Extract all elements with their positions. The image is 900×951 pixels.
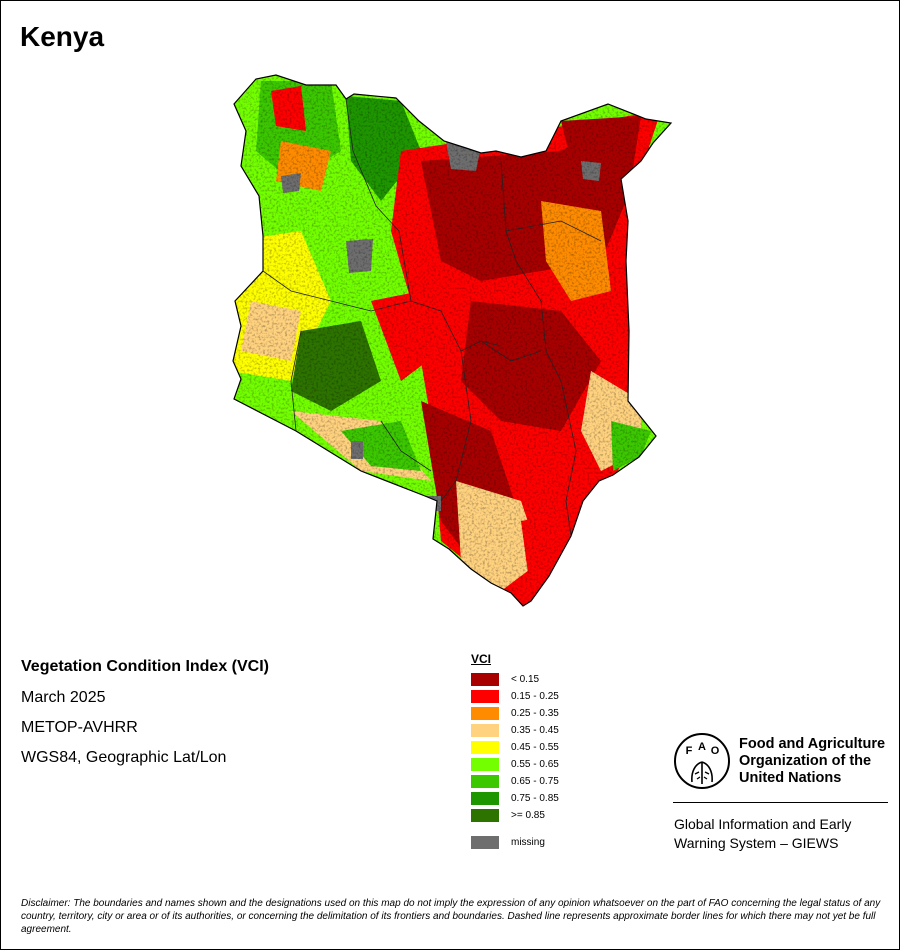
period-label: March 2025 [21, 689, 106, 706]
legend-swatch [471, 741, 499, 754]
legend-swatch [471, 707, 499, 720]
legend-label: < 0.15 [511, 674, 540, 685]
legend-swatch [471, 792, 499, 805]
sensor-label: METOP-AVHRR [21, 719, 138, 736]
fao-logo-icon: F A O [674, 733, 730, 789]
legend-label: 0.65 - 0.75 [511, 776, 559, 787]
legend-swatch [471, 758, 499, 771]
legend-title: VCI [471, 652, 492, 666]
country-title: Kenya [20, 21, 105, 52]
fao-letter-o: O [711, 745, 720, 757]
legend-label: 0.15 - 0.25 [511, 691, 559, 702]
admin-boundaries [262, 98, 602, 537]
legend-label: 0.25 - 0.35 [511, 708, 559, 719]
system-name: Global Information and Early Warning Sys… [674, 816, 852, 851]
legend-label: 0.45 - 0.55 [511, 742, 559, 753]
legend-label: 0.75 - 0.85 [511, 793, 559, 804]
legend-label: 0.55 - 0.65 [511, 759, 559, 770]
projection-label: WGS84, Geographic Lat/Lon [21, 749, 227, 766]
legend-swatch [471, 809, 499, 822]
fao-letter-a: A [698, 741, 706, 753]
layer-title: Vegetation Condition Index (VCI) [21, 658, 269, 675]
fao-letter-f: F [686, 745, 693, 757]
organization-name: Food and Agriculture Organization of the… [739, 736, 886, 786]
legend-label: 0.35 - 0.45 [511, 725, 559, 736]
legend-label: >= 0.85 [511, 810, 545, 821]
legend-swatch [471, 775, 499, 788]
legend-swatch [471, 690, 499, 703]
disclaimer: Disclaimer: The boundaries and names sho… [21, 898, 881, 935]
organization-divider [673, 802, 888, 803]
vci-raster [233, 75, 671, 606]
legend-swatch [471, 673, 499, 686]
legend: VCI < 0.15 0.15 - 0.25 0.25 - 0.35 0.35 - 0… [471, 652, 559, 849]
legend-swatch [471, 724, 499, 737]
legend-swatch-missing [471, 836, 499, 849]
legend-label-missing: missing [511, 837, 545, 848]
